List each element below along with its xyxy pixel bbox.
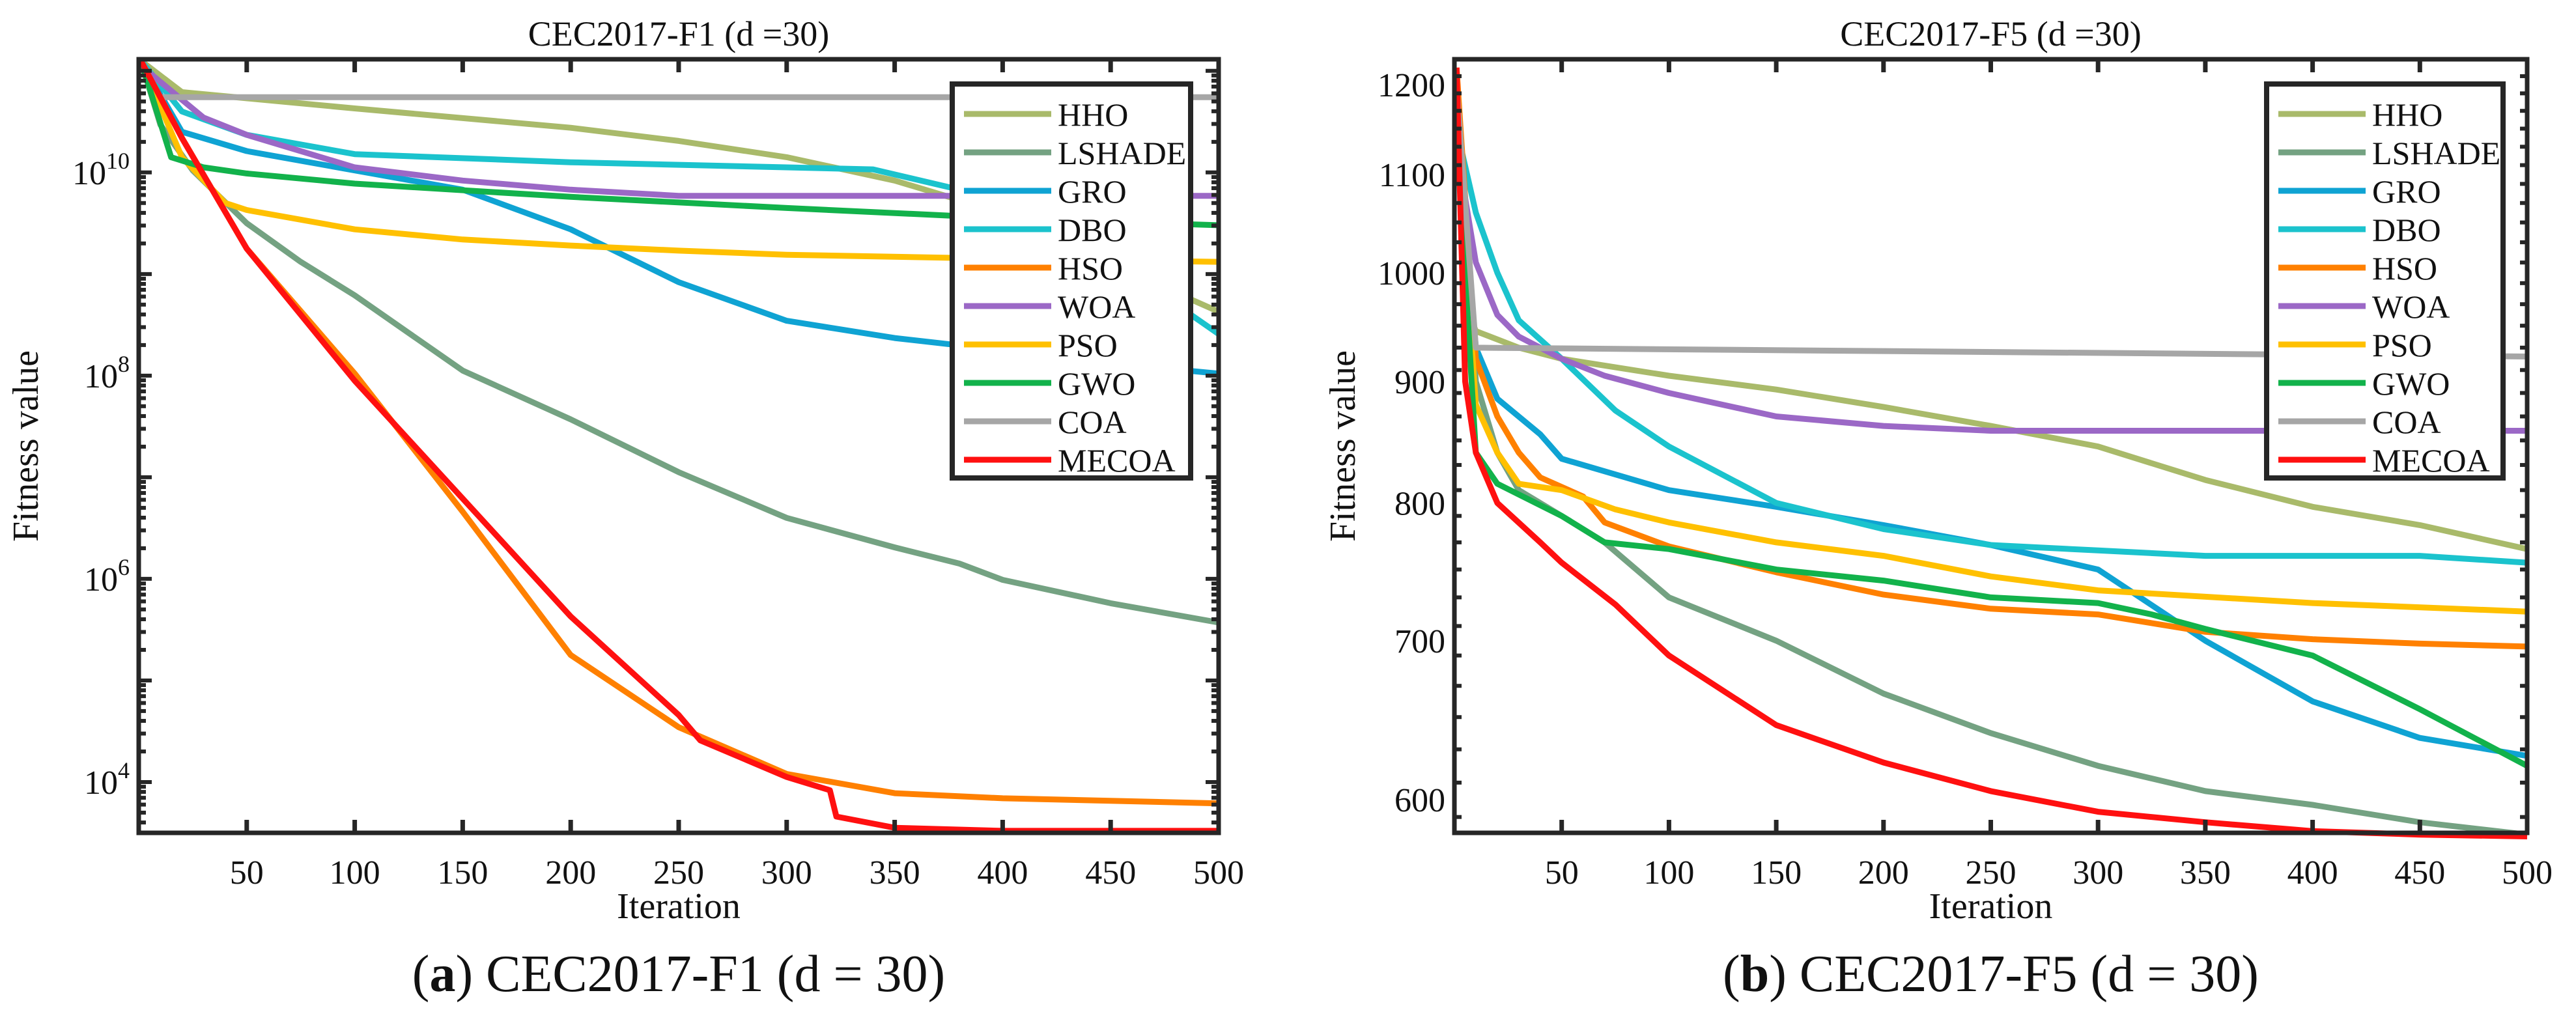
y-tick-exponent: 6 [118,554,130,580]
legend-label: PSO [1058,327,1118,363]
legend-label: HSO [1058,250,1123,287]
y-tick-label: 106 [84,554,130,598]
series-line-gwo [138,59,1219,229]
x-tick-label: 300 [761,854,812,891]
x-tick-label: 400 [2287,854,2338,891]
x-tick-label: 250 [1966,854,2017,891]
x-tick-label: 400 [977,854,1028,891]
legend-label: WOA [1058,288,1135,325]
y-tick-label: 700 [1394,623,1445,660]
x-tick-label: 200 [545,854,596,891]
x-tick-label: 150 [1751,854,1802,891]
y-tick-base: 10 [84,764,118,802]
series-line-mecoa [1453,67,2528,839]
series-line-coa [1453,84,2528,359]
caption-letter: a [429,946,455,1003]
caption-paren: ) [1769,946,1787,1003]
legend-label: GWO [2372,365,2450,402]
y-tick-label: 1010 [72,148,130,192]
y-tick-base: 1000 [1378,255,1445,292]
legend-label: WOA [2372,288,2450,325]
legend-label: DBO [1058,212,1127,248]
caption-letter: b [1740,946,1770,1003]
legend-label: LSHADE [1058,135,1186,171]
y-tick-label: 1000 [1378,255,1445,292]
y-axis-label: Fitness value [6,350,46,542]
y-tick-label: 800 [1394,485,1445,522]
x-tick-label: 250 [653,854,704,891]
legend-label: COA [2372,404,2441,440]
caption: (a) CEC2017-F1 (d = 30) [412,946,945,1003]
legend-label: HSO [2372,250,2437,287]
legend-label: MECOA [2372,442,2490,479]
y-tick-base: 600 [1394,782,1445,819]
x-tick-label: 350 [2180,854,2231,891]
y-tick-base: 700 [1394,623,1445,660]
caption-paren: ( [412,946,430,1003]
caption-paren: ) [455,946,473,1003]
x-tick-label: 450 [2394,854,2445,891]
series-group [137,58,1221,834]
y-axis-label: Fitness value [1323,350,1363,542]
y-tick-base: 10 [84,561,118,598]
x-tick-label: 350 [870,854,920,891]
x-tick-label: 200 [1858,854,1909,891]
series-line-woa [139,63,1219,199]
y-tick-label: 600 [1394,782,1445,819]
y-tick-base: 900 [1394,364,1445,401]
legend-label: GWO [1058,365,1135,402]
chart-title: CEC2017-F5 (d =30) [1840,14,2141,53]
y-tick-base: 10 [72,155,106,192]
y-tick-exponent: 4 [118,757,130,783]
x-tick-label: 100 [330,854,380,891]
x-tick-label: 450 [1085,854,1136,891]
y-tick-base: 10 [84,358,118,395]
panel-a-f1: 50 100 150 200 250 300 350 400 450 50010410610810… [6,14,1244,1003]
legend-label: HHO [2372,96,2442,133]
legend-label: GRO [2372,173,2441,210]
y-tick-label: 1200 [1378,67,1445,104]
series-line-gwo [1453,128,2529,769]
y-tick-label: 108 [84,351,130,395]
legend-label: PSO [2372,327,2432,363]
legend-label: DBO [2372,212,2441,248]
legend-label: HHO [1058,96,1128,133]
legend-label: COA [1058,404,1127,440]
y-tick-label: 1100 [1379,157,1445,194]
y-tick-base: 1100 [1379,157,1445,194]
x-tick-label: 500 [2502,854,2553,891]
series-line-hho [1453,84,2528,552]
y-tick-base: 1200 [1378,67,1445,104]
caption: (b) CEC2017-F5 (d = 30) [1723,946,2259,1003]
x-tick-label: 500 [1193,854,1244,891]
series-line-pso [1453,128,2528,615]
x-tick-label: 50 [230,854,264,891]
y-tick-base: 800 [1394,485,1445,522]
legend-label: MECOA [1058,442,1176,479]
panel-b-f5: 50 100 150 200 250 300 350 400 450 500 600 700 800 90… [1323,14,2553,1003]
series-group [1453,67,2529,839]
x-tick-label: 100 [1643,854,1694,891]
x-tick-label: 50 [1545,854,1579,891]
x-tick-label: 150 [437,854,488,891]
y-tick-label: 900 [1394,364,1445,401]
caption-text: CEC2017-F5 (d = 30) [1787,946,2259,1003]
series-line-mecoa [138,59,1219,834]
y-tick-exponent: 10 [106,148,130,174]
series-line-woa [1453,146,2527,434]
x-axis-label: Iteration [617,886,741,927]
series-line-dbo [1453,128,2528,566]
x-tick-label: 300 [2073,854,2123,891]
caption-text: CEC2017-F1 (d = 30) [473,946,945,1003]
caption-paren: ( [1723,946,1740,1003]
y-tick-exponent: 8 [118,351,130,377]
legend-label: GRO [1058,173,1127,210]
legend-label: LSHADE [2372,135,2500,171]
x-axis-label: Iteration [1929,886,2053,927]
y-tick-label: 104 [84,757,130,802]
chart-title: CEC2017-F1 (d =30) [528,14,829,53]
